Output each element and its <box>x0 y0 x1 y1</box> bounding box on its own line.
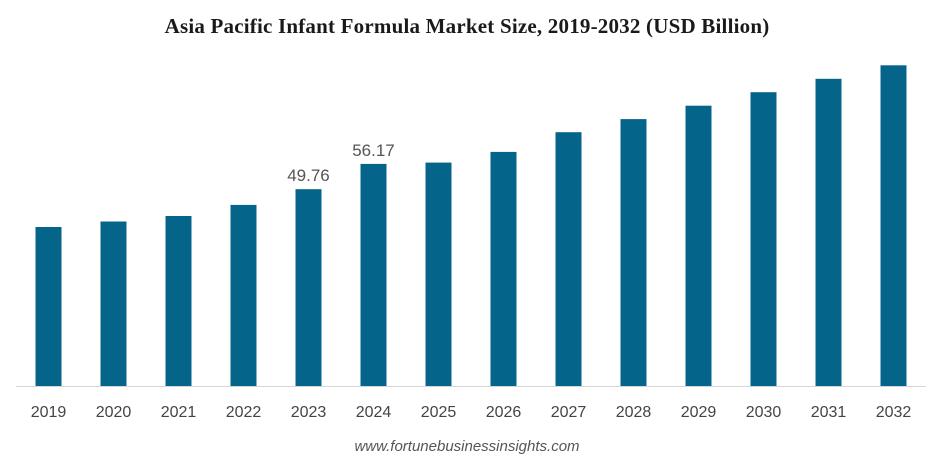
x-tick-label-2029: 2029 <box>681 404 717 421</box>
bar-2025 <box>425 162 452 386</box>
bar-2030 <box>750 92 777 386</box>
x-tick-label-2032: 2032 <box>876 404 912 421</box>
x-tick-label-2020: 2020 <box>96 404 132 421</box>
x-tick-label-2031: 2031 <box>811 404 847 421</box>
x-tick-label-2022: 2022 <box>226 404 262 421</box>
x-tick-label-2025: 2025 <box>421 404 457 421</box>
bar-2023 <box>295 189 322 386</box>
data-label-2024: 56.17 <box>352 141 395 160</box>
bar-2029 <box>685 105 712 386</box>
chart-title: Asia Pacific Infant Formula Market Size,… <box>164 14 770 38</box>
x-tick-label-2028: 2028 <box>616 404 652 421</box>
x-tick-label-2024: 2024 <box>356 404 392 421</box>
x-tick-label-2027: 2027 <box>551 404 587 421</box>
x-tick-label-2019: 2019 <box>31 404 67 421</box>
bar-2019 <box>35 227 62 386</box>
bar-2020 <box>100 221 127 386</box>
bar-2032 <box>880 65 907 387</box>
bar-2024 <box>360 163 387 386</box>
source-footer: www.fortunebusinessinsights.com <box>354 438 580 455</box>
bar-2022 <box>230 204 257 386</box>
x-tick-label-2030: 2030 <box>746 404 782 421</box>
data-label-2023: 49.76 <box>287 166 330 185</box>
bar-2026 <box>490 151 517 386</box>
bar-2031 <box>815 78 842 387</box>
x-tick-label-2026: 2026 <box>486 404 522 421</box>
x-tick-label-2021: 2021 <box>161 404 197 421</box>
x-tick-label-2023: 2023 <box>291 404 327 421</box>
bar-2027 <box>555 132 582 386</box>
bar-2028 <box>620 119 647 386</box>
bar-2021 <box>165 216 192 386</box>
